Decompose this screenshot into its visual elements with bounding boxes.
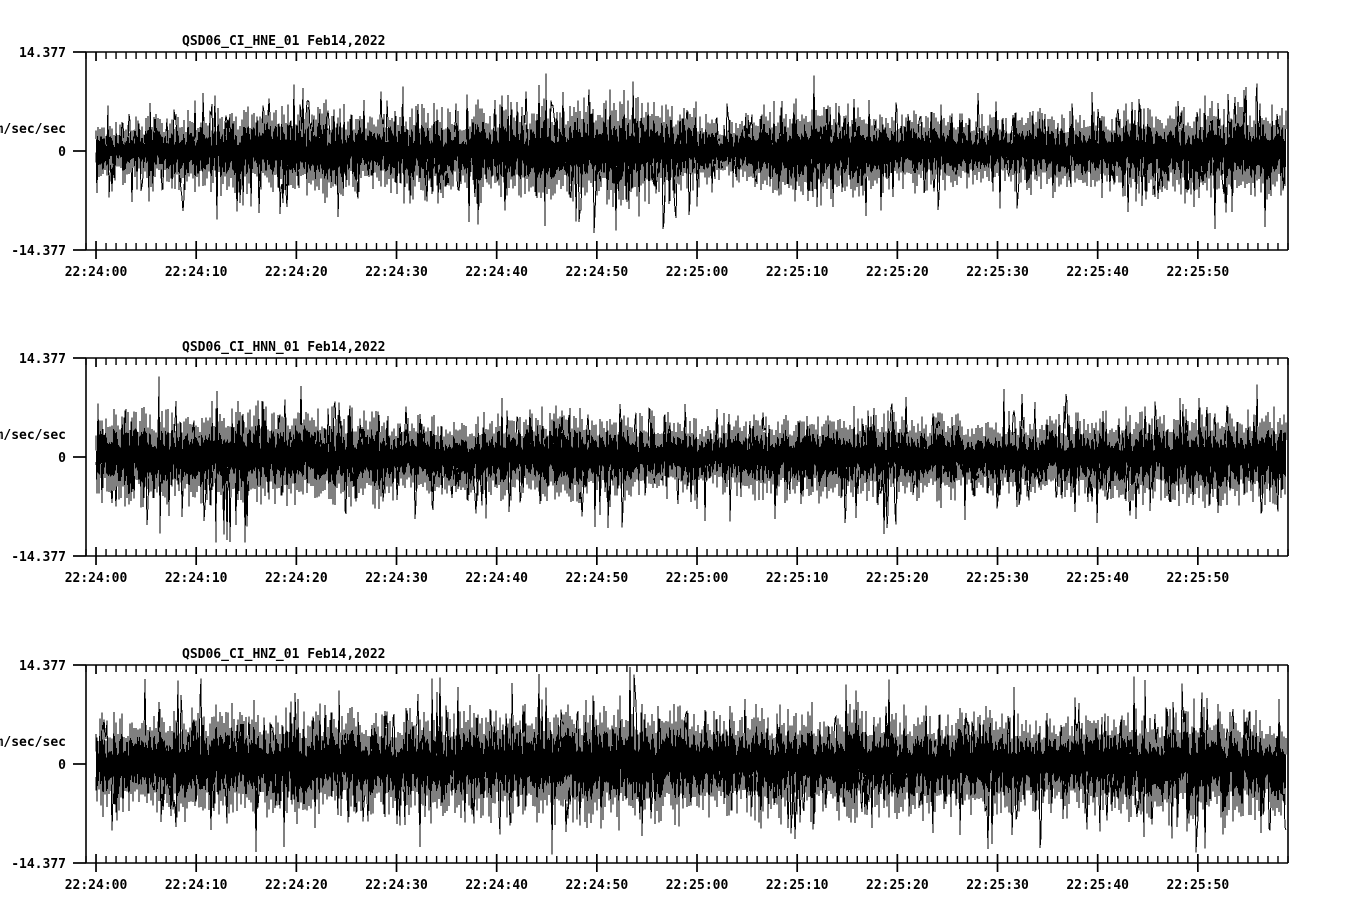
y-tick-label: -14.377 xyxy=(11,550,66,565)
seismogram-panel-hne: 22:24:00 22:24:10 22:24:20 22:24:30 22:24:40… xyxy=(0,0,1358,300)
x-tick-label: 22:25:30 xyxy=(966,878,1029,893)
y-tick-label: 0 xyxy=(58,145,66,160)
x-tick-label: 22:25:40 xyxy=(1066,265,1129,280)
x-tick-label: 22:25:10 xyxy=(766,878,829,893)
x-tick-label: 22:25:00 xyxy=(666,265,729,280)
x-tick-label: 22:24:00 xyxy=(65,265,128,280)
x-tick-label: 22:25:40 xyxy=(1066,878,1129,893)
x-tick-label: 22:25:50 xyxy=(1167,265,1230,280)
panel-title: QSD06_CI_HNE_01 Feb14,2022 xyxy=(182,34,386,49)
seismogram-panel-hnz: 22:24:00 22:24:10 22:24:20 22:24:30 22:24:40… xyxy=(0,613,1358,924)
x-tick-label: 22:24:20 xyxy=(265,265,328,280)
x-tick-label: 22:24:10 xyxy=(165,265,228,280)
y-axis-unit-label: cm/sec/sec xyxy=(0,122,66,137)
x-tick-label: 22:25:50 xyxy=(1167,878,1230,893)
y-tick-label: 14.377 xyxy=(19,46,66,61)
x-tick-label: 22:25:40 xyxy=(1066,571,1129,586)
y-tick-label: 0 xyxy=(58,451,66,466)
x-tick-label: 22:25:20 xyxy=(866,571,929,586)
waveform-trace-core xyxy=(95,89,1287,217)
x-tick-label: 22:25:10 xyxy=(766,265,829,280)
x-tick-label: 22:24:20 xyxy=(265,571,328,586)
y-axis-unit-label: cm/sec/sec xyxy=(0,428,66,443)
x-tick-label: 22:25:20 xyxy=(866,265,929,280)
x-tick-label: 22:25:00 xyxy=(666,878,729,893)
x-tick-label: 22:25:00 xyxy=(666,571,729,586)
x-tick-label: 22:24:40 xyxy=(465,571,528,586)
x-tick-label: 22:24:00 xyxy=(65,571,128,586)
y-tick-label: -14.377 xyxy=(11,244,66,259)
x-tick-label: 22:25:30 xyxy=(966,265,1029,280)
x-tick-label: 22:24:50 xyxy=(566,265,629,280)
panel-title: QSD06_CI_HNZ_01 Feb14,2022 xyxy=(182,647,386,662)
x-tick-label: 22:24:50 xyxy=(566,878,629,893)
x-tick-label: 22:25:10 xyxy=(766,571,829,586)
x-tick-label: 22:24:30 xyxy=(365,265,428,280)
y-tick-label: -14.377 xyxy=(11,857,66,872)
seismogram-plot-hne: 22:24:00 22:24:10 22:24:20 22:24:30 22:24:40… xyxy=(0,34,1289,280)
waveform-trace-core xyxy=(95,695,1287,831)
x-tick-label: 22:24:30 xyxy=(365,571,428,586)
x-tick-label: 22:24:40 xyxy=(465,878,528,893)
y-axis-unit-label: cm/sec/sec xyxy=(0,735,66,750)
x-tick-label: 22:24:20 xyxy=(265,878,328,893)
waveform-trace-core xyxy=(95,400,1287,510)
x-tick-label: 22:24:10 xyxy=(165,878,228,893)
x-tick-label: 22:24:50 xyxy=(566,571,629,586)
seismogram-plot-hnn: 22:24:00 22:24:10 22:24:20 22:24:30 22:24:40… xyxy=(0,340,1289,586)
x-tick-label: 22:25:20 xyxy=(866,878,929,893)
y-tick-label: 14.377 xyxy=(19,352,66,367)
panel-title: QSD06_CI_HNN_01 Feb14,2022 xyxy=(182,340,386,355)
x-tick-label: 22:24:40 xyxy=(465,265,528,280)
x-tick-label: 22:24:00 xyxy=(65,878,128,893)
x-tick-label: 22:25:30 xyxy=(966,571,1029,586)
seismogram-plot-hnz: 22:24:00 22:24:10 22:24:20 22:24:30 22:24:40… xyxy=(0,647,1289,893)
y-tick-label: 0 xyxy=(58,758,66,773)
x-tick-label: 22:24:10 xyxy=(165,571,228,586)
y-tick-label: 14.377 xyxy=(19,659,66,674)
x-tick-label: 22:24:30 xyxy=(365,878,428,893)
x-tick-label: 22:25:50 xyxy=(1167,571,1230,586)
seismogram-panel-hnn: 22:24:00 22:24:10 22:24:20 22:24:30 22:24:40… xyxy=(0,306,1358,606)
